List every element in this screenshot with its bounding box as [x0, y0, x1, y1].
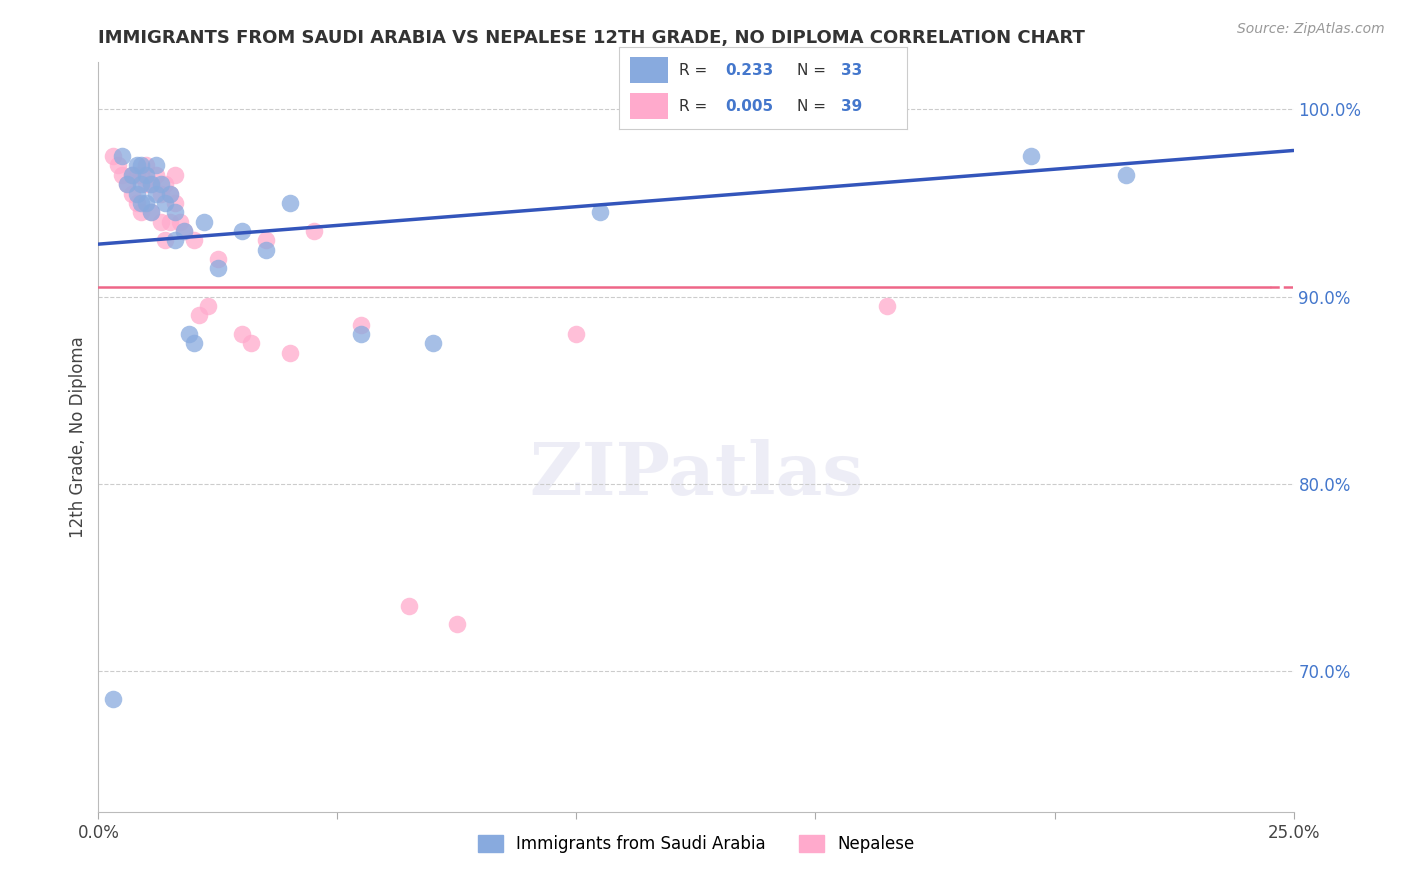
Point	[163, 195, 186, 210]
Point	[398, 599, 420, 613]
Point	[197, 299, 219, 313]
Text: R =: R =	[679, 62, 713, 78]
Legend: Immigrants from Saudi Arabia, Nepalese: Immigrants from Saudi Arabia, Nepalese	[471, 828, 921, 860]
Point	[350, 326, 373, 341]
Point	[155, 233, 177, 247]
Point	[145, 158, 167, 172]
Point	[565, 326, 588, 341]
Point	[302, 224, 325, 238]
Text: 39: 39	[841, 99, 862, 114]
Point	[131, 168, 153, 182]
Point	[1019, 149, 1042, 163]
Text: R =: R =	[679, 99, 713, 114]
Point	[135, 177, 157, 191]
Point	[231, 224, 253, 238]
Point	[111, 149, 134, 163]
Point	[183, 336, 205, 351]
Point	[876, 299, 898, 313]
Point	[155, 177, 177, 191]
Point	[193, 214, 215, 228]
Point	[163, 205, 186, 219]
Point	[254, 233, 277, 247]
Point	[139, 177, 162, 191]
Point	[155, 195, 177, 210]
Point	[159, 186, 181, 201]
Point	[101, 149, 124, 163]
Text: 33: 33	[841, 62, 862, 78]
Text: ZIPatlas: ZIPatlas	[529, 439, 863, 510]
Text: N =: N =	[797, 62, 831, 78]
Point	[131, 195, 153, 210]
Point	[183, 233, 205, 247]
Point	[121, 168, 143, 182]
Point	[422, 336, 444, 351]
Point	[125, 186, 148, 201]
Point	[135, 195, 157, 210]
Point	[139, 205, 162, 219]
Point	[163, 168, 186, 182]
Text: 0.233: 0.233	[725, 62, 773, 78]
Point	[125, 158, 148, 172]
Point	[173, 224, 195, 238]
Text: IMMIGRANTS FROM SAUDI ARABIA VS NEPALESE 12TH GRADE, NO DIPLOMA CORRELATION CHAR: IMMIGRANTS FROM SAUDI ARABIA VS NEPALESE…	[98, 29, 1085, 47]
Point	[115, 177, 138, 191]
Point	[121, 186, 143, 201]
Point	[179, 326, 201, 341]
Bar	[630, 57, 668, 83]
Point	[240, 336, 263, 351]
Point	[131, 177, 153, 191]
Point	[115, 177, 138, 191]
Point	[173, 224, 195, 238]
Point	[111, 168, 134, 182]
Point	[187, 308, 209, 322]
Bar	[630, 94, 668, 120]
Point	[278, 195, 301, 210]
Point	[131, 158, 153, 172]
Point	[139, 205, 162, 219]
Point	[278, 345, 301, 359]
Point	[145, 186, 167, 201]
Point	[254, 243, 277, 257]
Point	[446, 617, 468, 632]
Point	[125, 195, 148, 210]
Point	[350, 318, 373, 332]
Point	[145, 168, 167, 182]
Point	[207, 252, 229, 266]
Point	[149, 177, 172, 191]
Point	[231, 326, 253, 341]
Text: 0.005: 0.005	[725, 99, 773, 114]
Point	[159, 214, 181, 228]
Point	[149, 214, 172, 228]
Point	[121, 168, 143, 182]
Point	[163, 233, 186, 247]
Point	[107, 158, 129, 172]
Point	[207, 261, 229, 276]
Point	[589, 205, 612, 219]
Point	[1115, 168, 1137, 182]
Point	[149, 186, 172, 201]
Text: Source: ZipAtlas.com: Source: ZipAtlas.com	[1237, 22, 1385, 37]
Text: N =: N =	[797, 99, 831, 114]
Point	[139, 177, 162, 191]
Point	[135, 158, 157, 172]
Y-axis label: 12th Grade, No Diploma: 12th Grade, No Diploma	[69, 336, 87, 538]
Point	[159, 186, 181, 201]
Point	[169, 214, 191, 228]
Point	[101, 692, 124, 706]
Point	[131, 205, 153, 219]
Point	[135, 168, 157, 182]
Point	[125, 168, 148, 182]
